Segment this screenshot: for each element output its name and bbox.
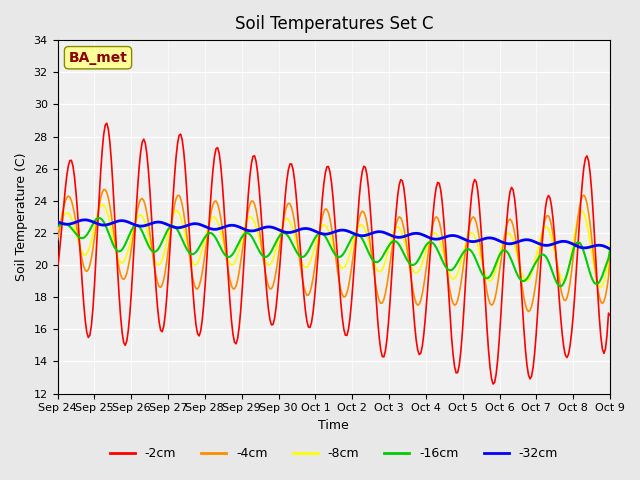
Legend: -2cm, -4cm, -8cm, -16cm, -32cm: -2cm, -4cm, -8cm, -16cm, -32cm bbox=[104, 442, 563, 465]
X-axis label: Time: Time bbox=[319, 419, 349, 432]
Title: Soil Temperatures Set C: Soil Temperatures Set C bbox=[234, 15, 433, 33]
Text: BA_met: BA_met bbox=[68, 51, 127, 65]
Y-axis label: Soil Temperature (C): Soil Temperature (C) bbox=[15, 153, 28, 281]
